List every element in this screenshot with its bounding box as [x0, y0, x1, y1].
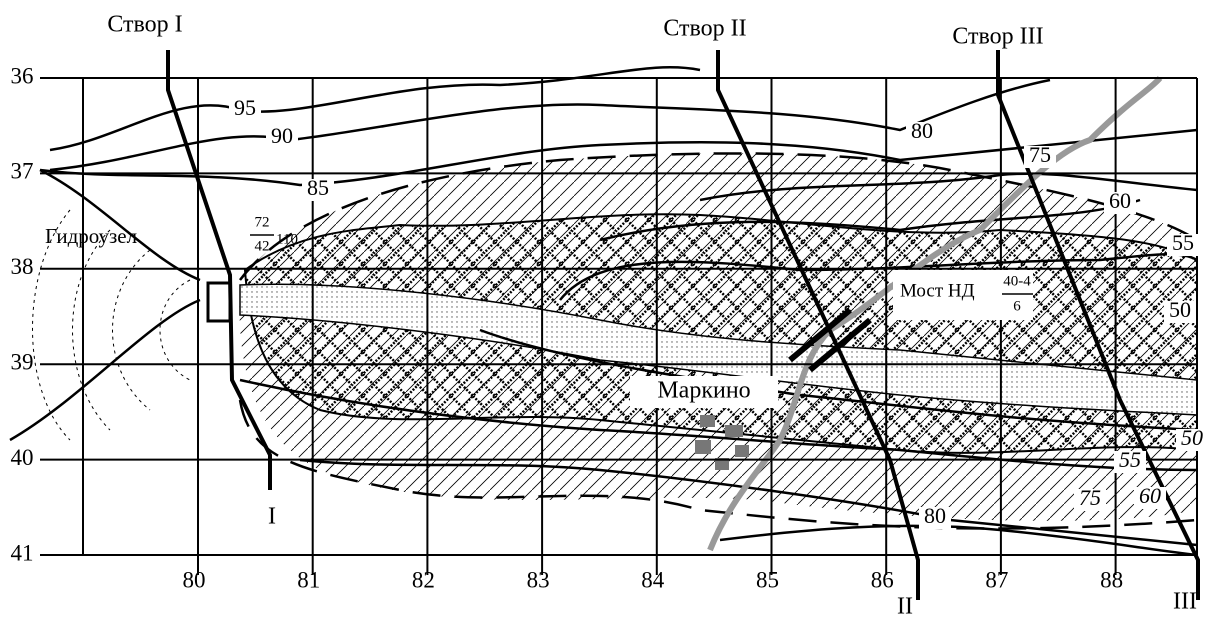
dam-numerator: 72	[255, 214, 270, 230]
dam-denominator: 42	[255, 238, 270, 254]
contour-label: 80	[924, 503, 946, 528]
bridge-denominator: 6	[1013, 298, 1021, 314]
grid	[40, 77, 1198, 575]
contour-label-bg	[1024, 146, 1056, 168]
contours	[39, 65, 1198, 557]
settlement-label: Маркино	[657, 378, 750, 404]
dam-icon	[206, 281, 232, 323]
col-label: 82	[412, 567, 435, 592]
section-title: Створ II	[663, 16, 746, 42]
contour-label-bg	[1134, 487, 1166, 509]
contour-label: 60	[1109, 188, 1131, 213]
col-label: 85	[756, 567, 779, 592]
contour-label: 75	[1079, 485, 1101, 510]
contour-label: 55	[1172, 230, 1194, 255]
bridge-numerator: 40-4	[1003, 273, 1031, 289]
row-label: 39	[11, 349, 34, 374]
settlement-box	[630, 376, 778, 408]
col-label: 83	[527, 567, 550, 592]
contour-label-bg	[1114, 451, 1146, 473]
section-title: Створ I	[107, 12, 182, 38]
contour-label-bg	[302, 179, 334, 201]
contour-label-bg	[1176, 429, 1206, 451]
contour-label: 50	[1181, 425, 1203, 450]
col-label: 81	[297, 567, 320, 592]
section-end-label: II	[897, 594, 913, 619]
contour-label-bg	[1167, 234, 1199, 256]
reservoir	[9, 168, 201, 442]
crosshatch-zone	[243, 213, 1198, 454]
contour-label-bg	[906, 122, 938, 144]
contour-label: 50	[1169, 297, 1191, 322]
contour-label-bg	[919, 507, 951, 529]
contour-label-bg	[229, 99, 261, 121]
row-label: 37	[11, 159, 34, 184]
col-label: 88	[1100, 567, 1123, 592]
row-label: 40	[11, 445, 34, 470]
contour-label-bg	[1074, 489, 1106, 511]
contour-label-bg	[266, 127, 298, 149]
section-line	[716, 50, 920, 600]
dam-label: Гидроузел	[45, 224, 137, 248]
col-label: 87	[985, 567, 1008, 592]
contour-label: 55	[1119, 447, 1141, 472]
settlement-blocks	[695, 415, 749, 470]
bridge-box	[893, 270, 1033, 320]
contour-label: 85	[307, 175, 329, 200]
section-end-label: I	[268, 504, 276, 530]
section-end-label: III	[1173, 589, 1197, 615]
contour-label: 60	[1139, 483, 1161, 508]
section-line	[996, 50, 1200, 600]
row-label: 36	[11, 63, 34, 88]
contour-label: 90	[271, 123, 293, 148]
col-label: 84	[641, 567, 665, 592]
section-line	[166, 50, 272, 490]
col-label: 86	[871, 567, 894, 592]
dam-suffix: 110	[276, 231, 298, 247]
contour-label: 95	[234, 95, 256, 120]
bridge-label: Мост НД	[900, 280, 975, 301]
contour-label: 75	[1029, 142, 1051, 167]
bridge-mark	[788, 307, 872, 373]
contour-label-bg	[1104, 192, 1136, 214]
row-label: 38	[11, 254, 34, 279]
section-title: Створ III	[952, 24, 1043, 50]
row-label: 41	[11, 540, 34, 565]
col-label: 80	[183, 567, 206, 592]
contour-label: 80	[911, 118, 933, 143]
contour-label-bg	[1164, 301, 1196, 323]
shore-dashes	[32, 209, 191, 441]
